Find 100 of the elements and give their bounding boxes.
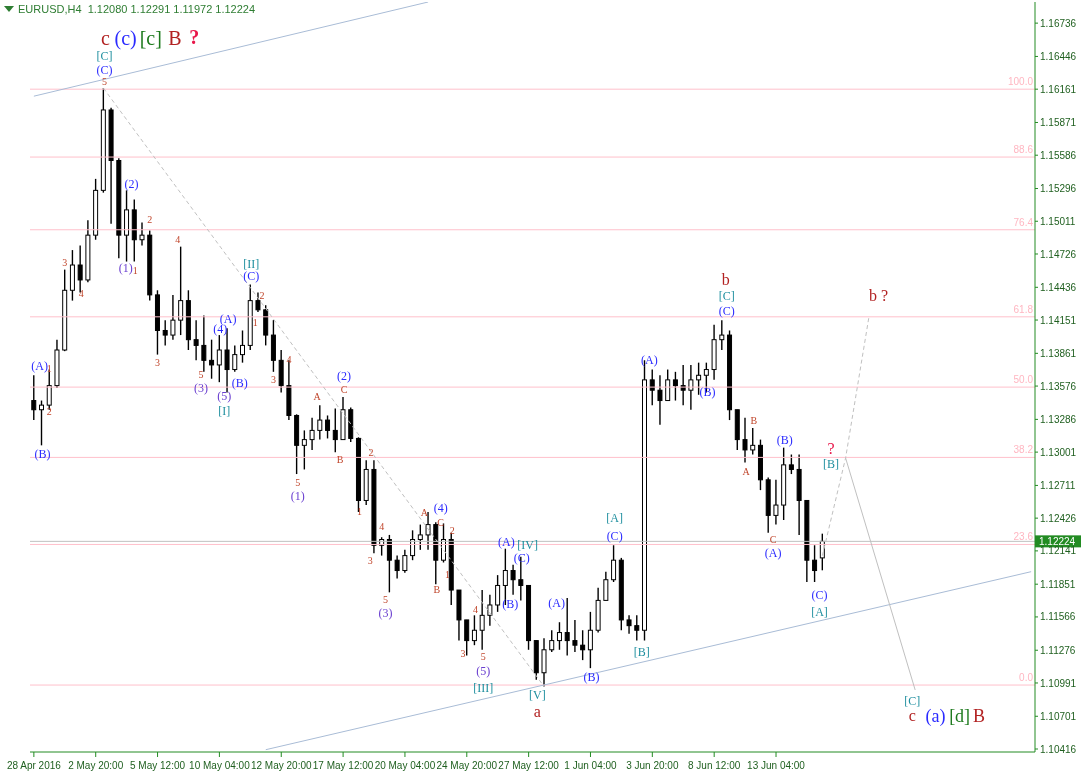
annotation: 5 bbox=[295, 477, 301, 488]
annotation: (2) bbox=[124, 177, 139, 191]
annotation: 3 bbox=[62, 257, 68, 268]
x-tick-label: 24 May 20:00 bbox=[436, 760, 498, 771]
candlestick bbox=[688, 364, 694, 411]
annotation: B bbox=[433, 584, 441, 595]
annotation: A bbox=[420, 507, 428, 518]
y-tick-label: 1.14436 bbox=[1040, 281, 1077, 293]
chart-title: EURUSD,H4 1.12080 1.12291 1.11972 1.12224 bbox=[18, 3, 256, 15]
annotation: c bbox=[100, 27, 110, 49]
candlestick bbox=[634, 614, 640, 642]
annotation: [c] bbox=[139, 27, 162, 49]
annotation: (2) bbox=[337, 369, 352, 383]
y-tick-label: 1.13861 bbox=[1040, 347, 1077, 359]
annotation: (A) bbox=[31, 359, 48, 373]
candlestick bbox=[812, 544, 818, 583]
annotation: (3) bbox=[194, 381, 209, 395]
candlestick bbox=[626, 614, 632, 635]
candlestick bbox=[178, 245, 184, 336]
annotation: [B] bbox=[823, 457, 840, 471]
candlestick bbox=[773, 479, 779, 526]
annotation: b bbox=[721, 271, 730, 288]
annotation: 2 bbox=[368, 447, 374, 458]
candlestick bbox=[332, 407, 338, 453]
candlestick bbox=[556, 621, 562, 651]
candlestick bbox=[750, 427, 756, 456]
candlestick bbox=[672, 371, 678, 402]
x-tick-label: 28 Apr 2016 bbox=[6, 760, 62, 771]
annotation: 3 bbox=[271, 374, 277, 385]
annotation: 61.8 bbox=[1013, 303, 1033, 315]
candlestick bbox=[471, 614, 477, 646]
candlestick bbox=[603, 570, 609, 602]
candlestick bbox=[170, 294, 176, 341]
x-tick-label: 8 Jun 12:00 bbox=[688, 760, 741, 771]
annotation: (C) bbox=[811, 588, 828, 602]
candlestick bbox=[541, 637, 547, 688]
candlestick bbox=[216, 334, 222, 383]
x-tick-label: 27 May 12:00 bbox=[498, 760, 560, 771]
annotation: 50.0 bbox=[1013, 374, 1033, 386]
y-tick-label: 1.12426 bbox=[1040, 512, 1077, 524]
candlestick bbox=[232, 344, 238, 373]
annotation: (B) bbox=[699, 385, 716, 399]
annotation: ? bbox=[189, 26, 200, 48]
annotation: 4 bbox=[379, 521, 385, 532]
x-tick-label: 20 May 04:00 bbox=[374, 760, 436, 771]
annotation: 38.2 bbox=[1013, 444, 1033, 456]
annotation: A bbox=[742, 466, 750, 477]
annotation: (1) bbox=[290, 489, 305, 503]
annotation: (a) bbox=[925, 706, 946, 726]
candlestick bbox=[386, 534, 392, 594]
x-tick-label: 5 May 12:00 bbox=[130, 760, 186, 771]
y-tick-label: 1.15296 bbox=[1040, 183, 1077, 195]
annotation: [d] bbox=[949, 706, 971, 726]
annotation: [V] bbox=[528, 688, 546, 702]
annotation: 76.4 bbox=[1013, 216, 1033, 228]
annotation: A bbox=[313, 391, 321, 402]
annotation: (3) bbox=[378, 606, 393, 620]
candlestick bbox=[309, 417, 315, 451]
y-tick-label: 1.12711 bbox=[1040, 479, 1076, 491]
candlestick bbox=[317, 404, 323, 441]
annotation: [II] bbox=[243, 257, 260, 271]
annotation: 1 bbox=[132, 265, 138, 276]
annotation: C bbox=[340, 384, 348, 395]
annotation: 2 bbox=[259, 290, 265, 301]
annotation: [A] bbox=[811, 605, 828, 619]
candlestick bbox=[162, 319, 168, 347]
candlestick bbox=[209, 338, 215, 380]
x-tick-label: 12 May 20:00 bbox=[250, 760, 312, 771]
annotation: 2 bbox=[46, 406, 52, 417]
annotation: 4 bbox=[175, 234, 181, 245]
candlestick bbox=[201, 314, 207, 373]
annotation: 88.6 bbox=[1013, 144, 1033, 156]
candlestick bbox=[788, 453, 794, 475]
annotation: (A) bbox=[764, 546, 782, 560]
y-tick-label: 1.13286 bbox=[1040, 413, 1077, 425]
annotation: (C) bbox=[513, 551, 530, 565]
annotation: (c) bbox=[114, 27, 137, 49]
annotation: (C) bbox=[243, 269, 260, 283]
annotation: B bbox=[750, 415, 758, 426]
annotation: 3 bbox=[367, 555, 373, 566]
annotation: [C] bbox=[96, 49, 113, 63]
annotation: (B) bbox=[583, 670, 600, 684]
annotation: (B) bbox=[231, 376, 248, 390]
annotation: [IV] bbox=[517, 538, 538, 552]
annotation: 4 bbox=[286, 354, 292, 365]
y-tick-label: 1.12141 bbox=[1040, 545, 1077, 557]
candlestick bbox=[39, 399, 44, 447]
annotation: (B) bbox=[502, 597, 519, 611]
annotation: c bbox=[908, 707, 916, 724]
annotation: (1) bbox=[118, 261, 133, 275]
annotation: (A) bbox=[219, 312, 237, 326]
annotation: [B] bbox=[633, 645, 650, 659]
annotation: 4 bbox=[78, 288, 84, 299]
y-tick-label: 1.11276 bbox=[1040, 644, 1076, 656]
candlestick bbox=[402, 549, 408, 574]
annotation: C bbox=[769, 534, 777, 545]
ref-line-label: 1.12224 bbox=[1039, 536, 1076, 548]
annotation: 23.6 bbox=[1013, 531, 1033, 543]
x-tick-label: 1 Jun 04:00 bbox=[564, 760, 618, 771]
y-tick-label: 1.15871 bbox=[1040, 117, 1077, 129]
